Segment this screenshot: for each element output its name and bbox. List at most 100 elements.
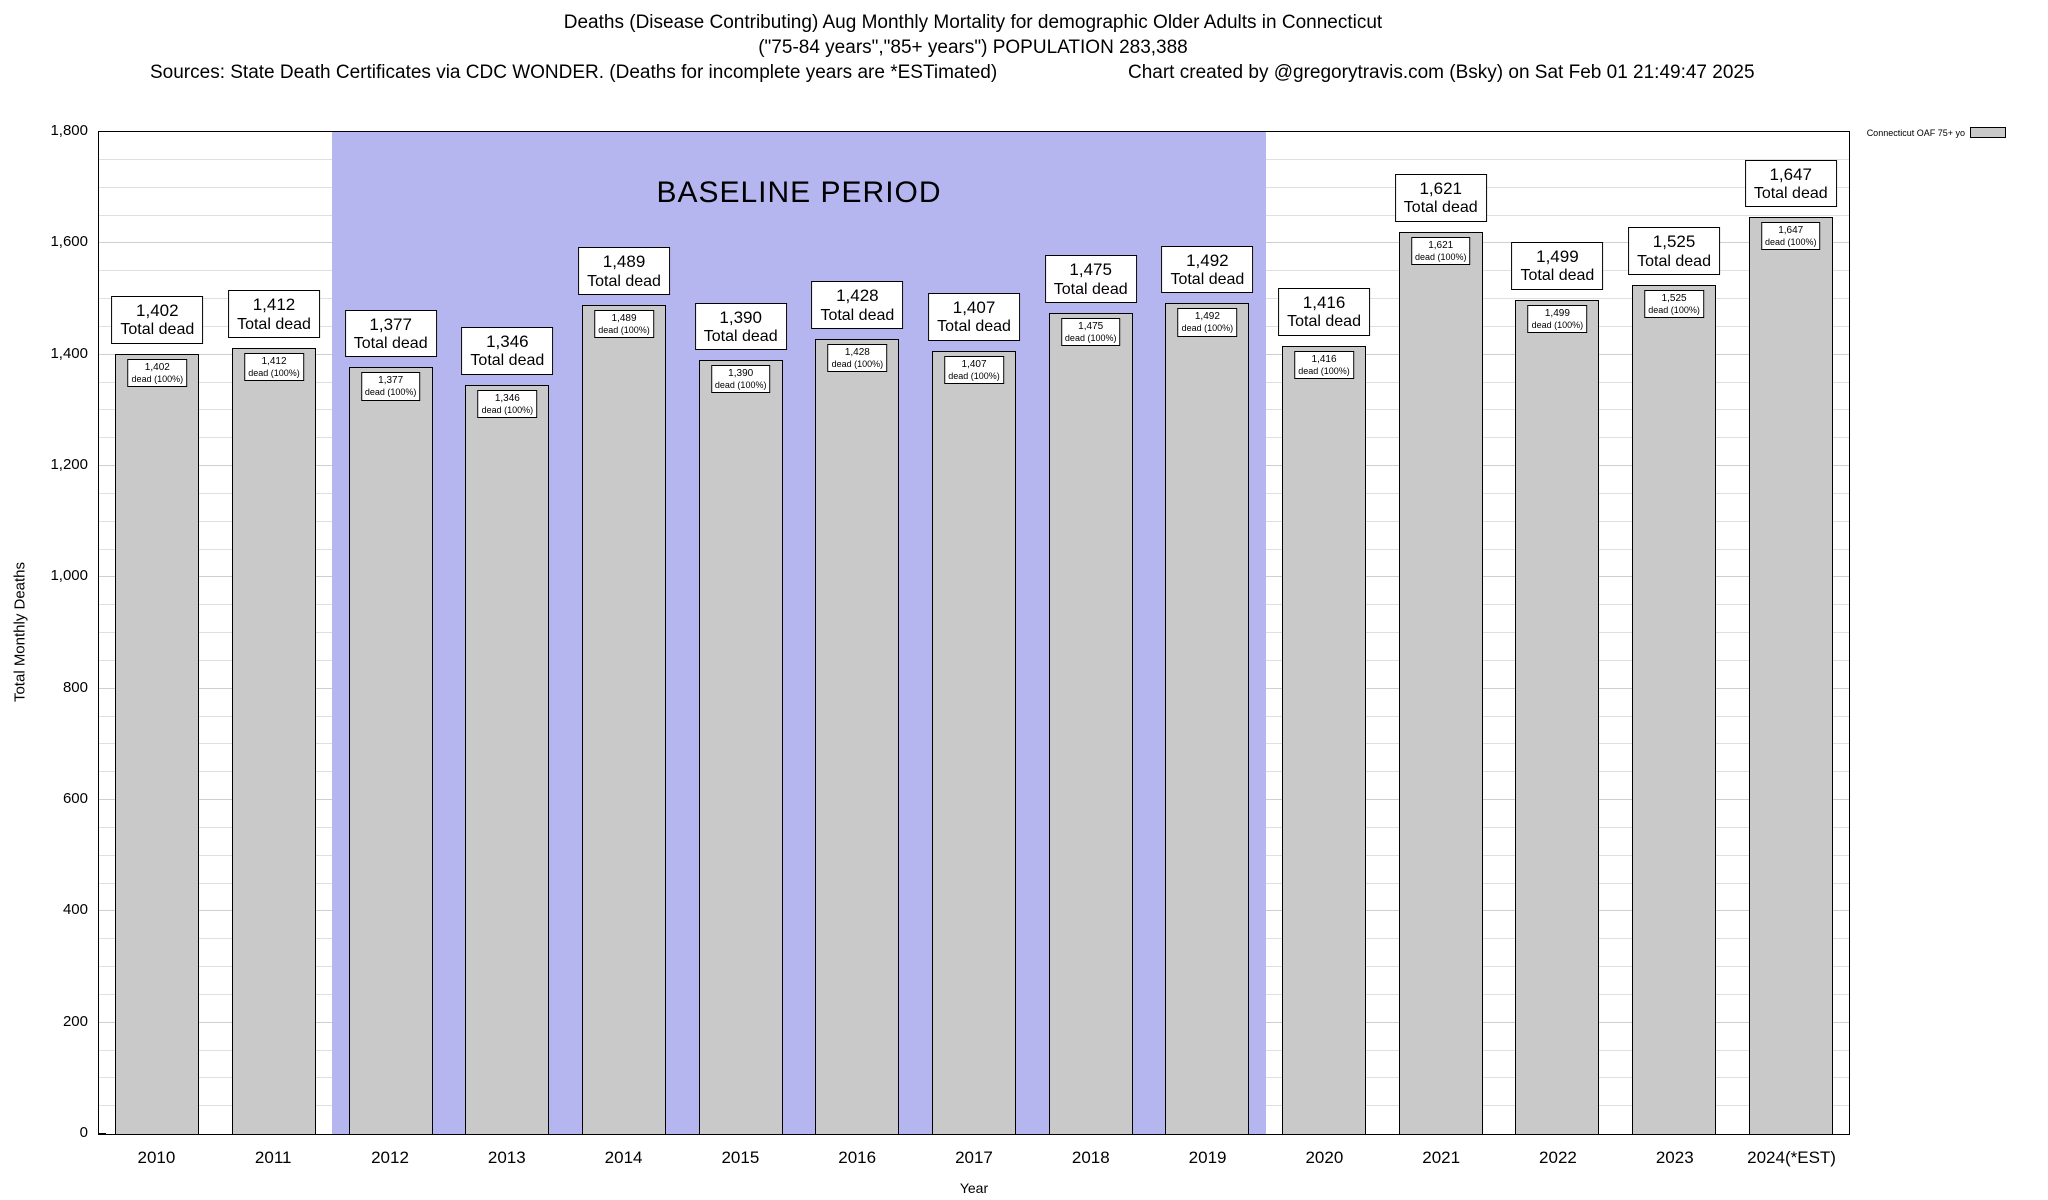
bar-total-sub: Total dead bbox=[1287, 313, 1361, 331]
bar-inner-sub: dead (100%) bbox=[1648, 305, 1700, 316]
x-tick-label: 2010 bbox=[137, 1148, 176, 1167]
x-tick-label: 2016 bbox=[838, 1148, 877, 1167]
bar-inner-label: 1,489 dead (100%) bbox=[594, 310, 654, 339]
bar-total-label: 1,412 Total dead bbox=[228, 290, 320, 338]
x-tick-label: 2012 bbox=[371, 1148, 409, 1167]
bar-total-value: 1,412 bbox=[252, 295, 296, 315]
x-tick-label: 2015 bbox=[721, 1148, 760, 1167]
bar-total-label: 1,428 Total dead bbox=[811, 281, 904, 330]
bar bbox=[115, 353, 200, 1134]
x-tick-label: 2011 bbox=[254, 1148, 292, 1167]
bar-inner-label: 1,416 dead (100%) bbox=[1294, 350, 1354, 379]
bar-inner-sub: dead (100%) bbox=[481, 404, 534, 415]
x-tick-label: 2013 bbox=[487, 1148, 526, 1167]
bar-inner-value: 1,492 bbox=[1194, 311, 1220, 323]
bar-column: 1,402 Total dead 1,402 dead (100%) bbox=[99, 132, 216, 1134]
baseline-period-label: BASELINE PERIOD bbox=[656, 176, 942, 209]
y-tick-label: 1,600 bbox=[50, 233, 88, 251]
bar-inner-value: 1,416 bbox=[1311, 353, 1337, 365]
bar-total-value: 1,346 bbox=[486, 332, 529, 352]
bar-total-sub: Total dead bbox=[1637, 252, 1711, 270]
bar-inner-label: 1,475 dead (100%) bbox=[1060, 317, 1121, 347]
x-axis: 2010 2011 2012 2013 2014 2015 2016 2017 2018 2019… bbox=[98, 1148, 1850, 1168]
bar-total-value: 1,416 bbox=[1302, 293, 1346, 313]
y-tick-label: 400 bbox=[62, 901, 88, 919]
bar-inner-label: 1,412 dead (100%) bbox=[244, 352, 304, 382]
bars: 1,402 Total dead 1,402 dead (100%) 1,412 Tota… bbox=[99, 132, 1849, 1134]
bar bbox=[1048, 312, 1133, 1134]
bar-total-sub: Total dead bbox=[353, 335, 428, 353]
bar-inner-label: 1,407 dead (100%) bbox=[944, 355, 1004, 385]
x-tick-label: 2020 bbox=[1305, 1148, 1344, 1167]
bar-total-label: 1,346 Total dead bbox=[461, 327, 554, 375]
bar-total-label: 1,499 Total dead bbox=[1511, 241, 1604, 290]
x-tick-label: 2024(*EST) bbox=[1747, 1148, 1836, 1167]
bar-total-sub: Total dead bbox=[587, 272, 661, 290]
bar-column: 1,346 Total dead 1,346 dead (100%) bbox=[449, 132, 566, 1134]
bar-inner-sub: dead (100%) bbox=[364, 387, 417, 398]
bar-inner-sub: dead (100%) bbox=[1064, 332, 1117, 343]
bar bbox=[1748, 217, 1833, 1134]
bar-column: 1,475 Total dead 1,475 dead (100%) bbox=[1032, 132, 1149, 1134]
bar bbox=[932, 350, 1017, 1134]
bar-inner-label: 1,525 dead (100%) bbox=[1644, 290, 1704, 319]
bar bbox=[1632, 285, 1717, 1134]
bar bbox=[1398, 231, 1483, 1134]
bar-total-sub: Total dead bbox=[120, 321, 195, 339]
bar-total-value: 1,377 bbox=[369, 314, 412, 334]
bar bbox=[465, 384, 550, 1134]
bar-inner-sub: dead (100%) bbox=[248, 367, 300, 378]
bar-inner-label: 1,402 dead (100%) bbox=[127, 358, 188, 387]
bar-inner-value: 1,428 bbox=[844, 347, 870, 359]
bar-column: 1,416 Total dead 1,416 dead (100%) bbox=[1266, 132, 1383, 1134]
bar-total-value: 1,402 bbox=[136, 300, 179, 320]
bar bbox=[348, 367, 433, 1134]
bar-column: 1,525 Total dead 1,525 dead (100%) bbox=[1616, 132, 1733, 1134]
sources-note: Sources: State Death Certificates via CD… bbox=[150, 62, 998, 83]
bar-inner-label: 1,647 dead (100%) bbox=[1760, 222, 1821, 251]
bar-total-value: 1,492 bbox=[1186, 250, 1229, 270]
bar-inner-label: 1,428 dead (100%) bbox=[827, 344, 888, 373]
bar-column: 1,428 Total dead 1,428 dead (100%) bbox=[799, 132, 916, 1134]
bar-total-sub: Total dead bbox=[237, 315, 311, 333]
bar-total-value: 1,475 bbox=[1069, 260, 1112, 280]
bar-inner-value: 1,402 bbox=[144, 361, 170, 373]
x-tick-label: 2021 bbox=[1422, 1148, 1461, 1167]
bar-total-value: 1,428 bbox=[836, 286, 879, 306]
bar-total-label: 1,390 Total dead bbox=[694, 302, 787, 351]
bar bbox=[232, 348, 316, 1134]
legend-label: Connecticut OAF 75+ yo bbox=[1866, 127, 1965, 138]
credit-note: Chart created by @gregorytravis.com (Bsk… bbox=[1128, 62, 1755, 83]
x-axis-title: Year bbox=[959, 1180, 989, 1196]
bar-inner-label: 1,377 dead (100%) bbox=[360, 372, 421, 401]
x-tick-label: 2019 bbox=[1188, 1148, 1227, 1167]
bar-total-value: 1,499 bbox=[1536, 246, 1579, 266]
bar-total-sub: Total dead bbox=[1170, 271, 1245, 289]
bar-total-sub: Total dead bbox=[820, 306, 895, 324]
x-tick-label: 2017 bbox=[955, 1148, 993, 1167]
bar-inner-label: 1,346 dead (100%) bbox=[477, 389, 538, 418]
bar-total-label: 1,621 Total dead bbox=[1394, 174, 1487, 222]
bar bbox=[582, 305, 667, 1134]
legend: Connecticut OAF 75+ yo bbox=[1867, 127, 2006, 138]
y-tick-label: 200 bbox=[62, 1012, 88, 1030]
legend-swatch bbox=[1970, 127, 2006, 138]
bar-column: 1,499 Total dead 1,499 dead (100%) bbox=[1499, 132, 1616, 1134]
bar-total-value: 1,621 bbox=[1419, 179, 1462, 199]
bar-inner-sub: dead (100%) bbox=[1298, 365, 1350, 376]
bar-inner-value: 1,407 bbox=[961, 358, 987, 370]
bar-total-label: 1,525 Total dead bbox=[1628, 227, 1720, 276]
bar-column: 1,412 Total dead 1,412 dead (100%) bbox=[216, 132, 333, 1134]
bar-inner-value: 1,390 bbox=[728, 368, 754, 380]
bar-inner-sub: dead (100%) bbox=[831, 359, 884, 370]
x-tick-label: 2023 bbox=[1655, 1148, 1694, 1167]
bar-inner-sub: dead (100%) bbox=[1764, 237, 1817, 248]
bar-column: 1,407 Total dead 1,407 dead (100%) bbox=[916, 132, 1033, 1134]
bar bbox=[1282, 345, 1367, 1134]
x-tick-label: 2014 bbox=[604, 1148, 643, 1167]
bar-column: 1,492 Total dead 1,492 dead (100%) bbox=[1149, 132, 1266, 1134]
bar-total-value: 1,390 bbox=[719, 307, 762, 327]
bar-inner-sub: dead (100%) bbox=[1181, 323, 1234, 334]
bar-inner-value: 1,475 bbox=[1078, 320, 1104, 332]
